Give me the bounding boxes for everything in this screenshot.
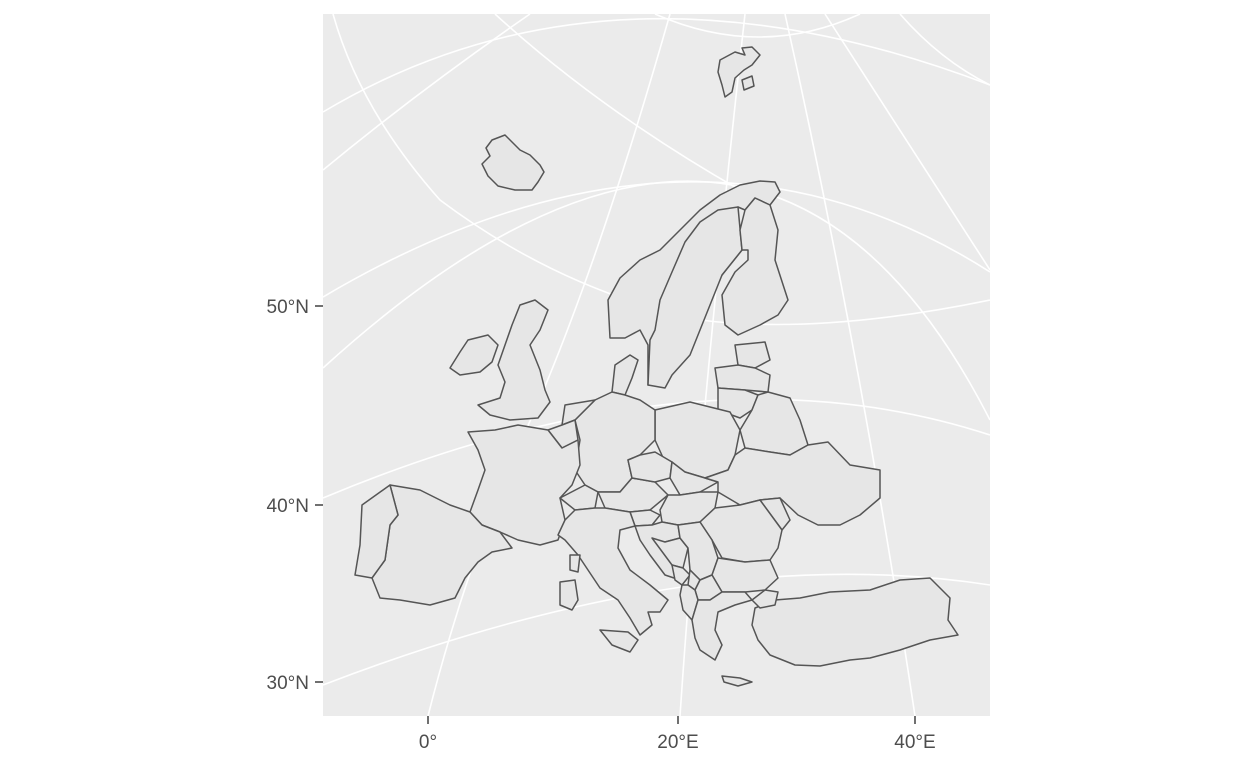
graticule-parallel — [323, 398, 990, 499]
greece — [691, 591, 753, 661]
graticule-parallel — [323, 180, 990, 421]
x-tick-label-0: 0° — [419, 732, 437, 753]
y-tick-label-30N: 30°N — [267, 673, 309, 694]
turkey-thrace — [751, 589, 779, 609]
switzerland — [559, 484, 599, 511]
countries — [354, 46, 959, 687]
y-tick-label-50N: 50°N — [267, 297, 309, 318]
crete — [721, 675, 753, 687]
graticule-parallel — [323, 573, 990, 686]
portugal — [354, 484, 399, 579]
graticule — [323, 14, 990, 716]
united-kingdom — [477, 299, 551, 421]
sardinia — [559, 579, 579, 611]
svalbard-small — [741, 75, 755, 91]
sicily — [599, 629, 639, 653]
graticule-meridian — [323, 14, 531, 171]
svalbard — [717, 46, 761, 98]
y-axis: 50°N 40°N 30°N — [267, 297, 323, 694]
iceland — [481, 134, 545, 191]
italy — [557, 507, 669, 636]
graticule-parallel — [654, 14, 861, 38]
sweden — [647, 206, 743, 389]
ireland — [449, 334, 499, 376]
graticule-parallel — [323, 17, 990, 113]
montenegro — [671, 564, 691, 586]
graticule-meridian — [899, 14, 990, 86]
graticule-meridian — [679, 14, 746, 716]
x-axis: 0° 20°E 40°E — [419, 716, 936, 753]
estonia — [734, 341, 771, 369]
finland — [721, 197, 789, 336]
ukraine — [704, 441, 881, 526]
x-tick-label-20E: 20°E — [657, 732, 698, 753]
x-tick-label-40E: 40°E — [894, 732, 935, 753]
graticule-meridian — [824, 14, 990, 271]
turkey — [751, 577, 959, 667]
corsica — [569, 554, 581, 573]
bulgaria — [711, 557, 779, 593]
graticule-parallel — [332, 14, 990, 326]
graticule-parallel — [494, 14, 741, 191]
y-tick-label-40N: 40°N — [267, 496, 309, 517]
